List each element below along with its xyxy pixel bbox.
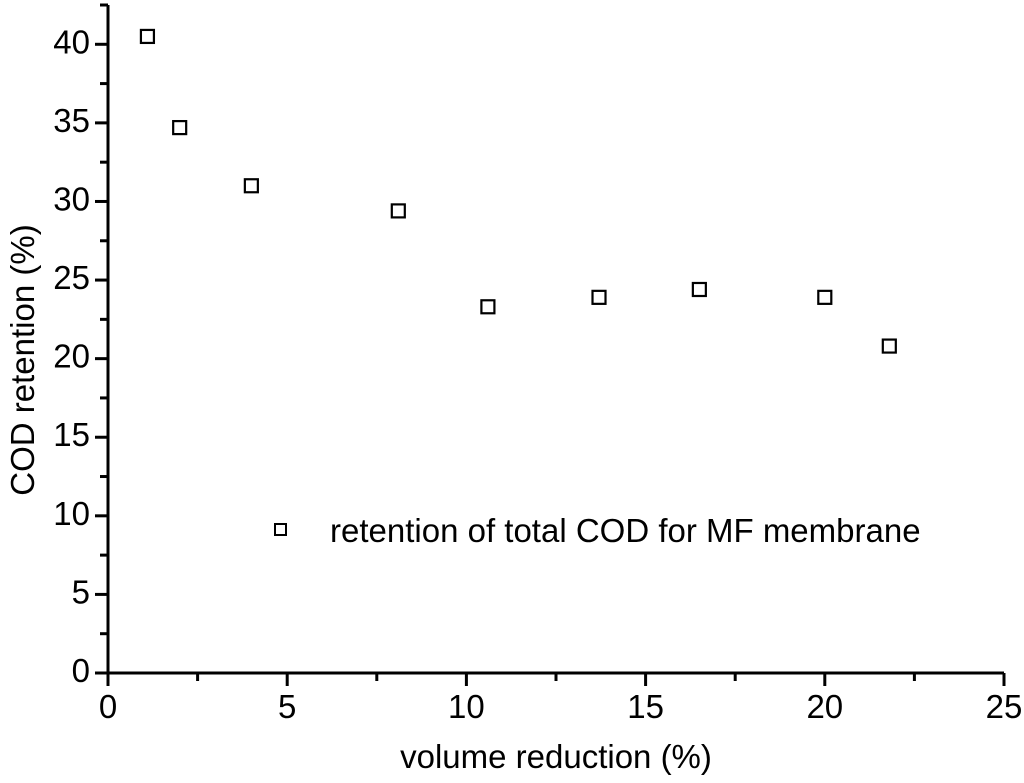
data-point-marker bbox=[390, 203, 406, 219]
y-tick-label: 30 bbox=[53, 180, 90, 217]
y-tick-label: 0 bbox=[72, 652, 90, 689]
data-point-marker bbox=[139, 28, 156, 45]
y-axis-title: COD retention (%) bbox=[4, 224, 41, 496]
data-point-marker bbox=[243, 178, 259, 194]
y-tick-label: 10 bbox=[53, 495, 90, 532]
x-tick-label: 5 bbox=[278, 688, 296, 725]
y-tick-label: 20 bbox=[53, 338, 90, 375]
data-point-marker bbox=[691, 281, 707, 298]
x-tick-label: 0 bbox=[99, 688, 117, 725]
y-tick-label: 25 bbox=[53, 259, 90, 296]
x-tick-label: 10 bbox=[448, 688, 485, 725]
x-tick-label: 20 bbox=[806, 688, 843, 725]
x-tick-label: 15 bbox=[627, 688, 664, 725]
x-tick-label: 25 bbox=[986, 688, 1023, 725]
x-axis-title: volume reduction (%) bbox=[400, 738, 712, 775]
data-point-marker bbox=[172, 119, 188, 136]
y-tick-label: 35 bbox=[53, 102, 90, 139]
data-point-marker bbox=[881, 338, 897, 354]
data-point-marker bbox=[817, 289, 833, 305]
axis-spine bbox=[106, 5, 1004, 675]
data-point-marker bbox=[480, 299, 496, 315]
y-tick-label: 40 bbox=[53, 23, 90, 60]
y-tick-label: 5 bbox=[72, 573, 90, 610]
data-point-marker bbox=[591, 289, 607, 305]
y-tick-label: 15 bbox=[53, 416, 90, 453]
